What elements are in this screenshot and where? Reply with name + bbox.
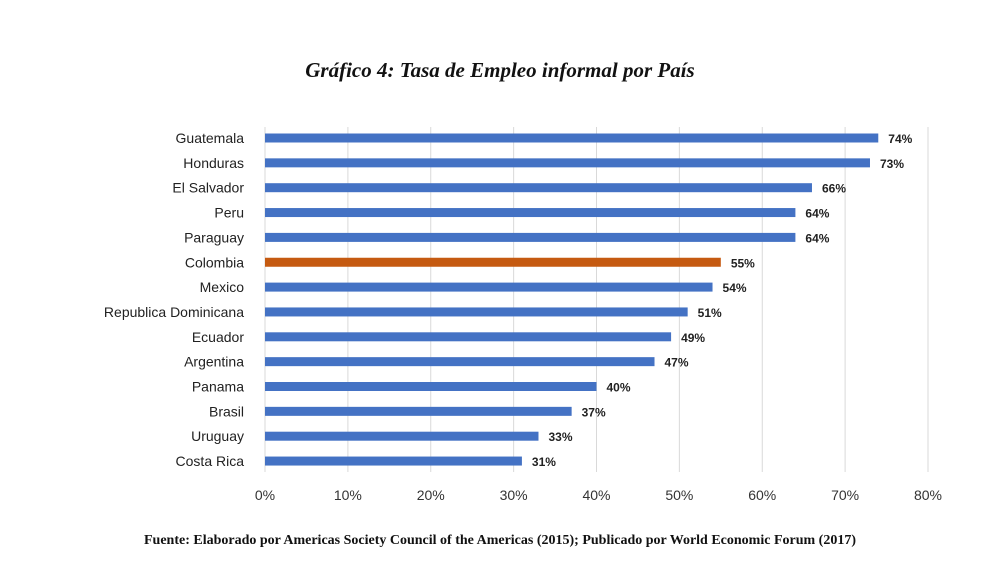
bar-argentina: [265, 357, 655, 367]
bar-el-salvador: [265, 183, 812, 193]
bar-brasil: [265, 406, 572, 416]
x-tick-label: 80%: [914, 487, 942, 503]
x-tick-label: 40%: [582, 487, 610, 503]
bar-costa-rica: [265, 456, 522, 466]
category-label: Ecuador: [192, 329, 244, 345]
x-axis-ticks: 0% 10% 20% 30% 40% 50% 60% 70% 80%: [255, 487, 942, 503]
x-tick-label: 30%: [500, 487, 528, 503]
bars: [265, 133, 879, 466]
x-tick-label: 0%: [255, 487, 275, 503]
category-label: Uruguay: [191, 428, 244, 444]
x-tick-label: 70%: [831, 487, 859, 503]
data-label: 64%: [805, 231, 829, 245]
x-tick-label: 10%: [334, 487, 362, 503]
category-label: Colombia: [185, 254, 244, 270]
bar-guatemala: [265, 133, 879, 143]
x-tick-label: 50%: [665, 487, 693, 503]
category-label: Republica Dominicana: [104, 304, 244, 320]
category-label: Argentina: [184, 354, 244, 370]
bar-republica-dominicana: [265, 307, 688, 317]
data-label: 49%: [681, 331, 705, 345]
data-label: 73%: [880, 157, 904, 171]
bar-ecuador: [265, 332, 672, 342]
data-label: 66%: [822, 182, 846, 196]
category-label: Brasil: [209, 403, 244, 419]
grid-lines: [264, 127, 929, 472]
bar-peru: [265, 208, 796, 218]
category-label: Panama: [192, 379, 244, 395]
data-label: 40%: [607, 381, 631, 395]
category-label: Paraguay: [184, 229, 244, 245]
data-label: 55%: [731, 256, 755, 270]
x-tick-label: 60%: [748, 487, 776, 503]
data-label: 54%: [723, 281, 747, 295]
data-label: 33%: [548, 430, 572, 444]
bar-mexico: [265, 282, 713, 292]
bar-uruguay: [265, 431, 539, 441]
category-label: Honduras: [183, 155, 244, 171]
category-label: El Salvador: [172, 180, 244, 196]
data-label: 31%: [532, 455, 556, 469]
chart-title: Gráfico 4: Tasa de Empleo informal por P…: [305, 58, 695, 82]
bar-honduras: [265, 158, 870, 168]
category-label: Guatemala: [176, 130, 245, 146]
chart-source-note: Fuente: Elaborado por Americas Society C…: [143, 533, 856, 548]
bar-panama: [265, 382, 597, 391]
category-label: Costa Rica: [176, 453, 245, 469]
category-label: Mexico: [200, 279, 245, 295]
data-label: 74%: [888, 132, 912, 146]
data-label: 51%: [698, 306, 722, 320]
data-label: 64%: [805, 207, 829, 221]
bar-colombia: [265, 257, 721, 267]
data-label: 37%: [582, 405, 606, 419]
x-tick-label: 20%: [417, 487, 445, 503]
category-labels: Guatemala Honduras El Salvador Peru Paraguay…: [104, 130, 244, 469]
bar-paraguay: [265, 232, 796, 242]
data-label: 47%: [665, 356, 689, 370]
data-labels: 74% 73% 66% 64% 64% 55% 54%51% 49% 47% 40%37% 33% 3…: [532, 132, 913, 469]
category-label: Peru: [214, 205, 244, 221]
